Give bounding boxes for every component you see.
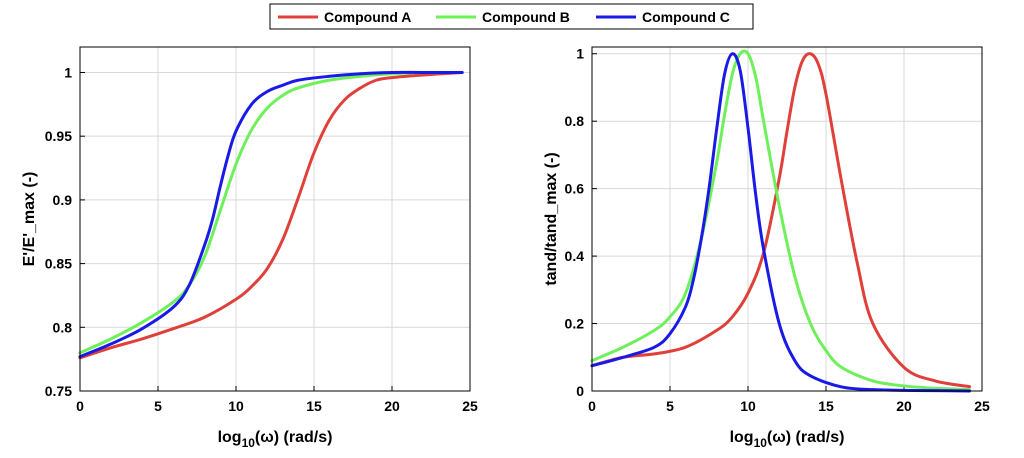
y-axis-label: tand/tand_max (-) (543, 152, 560, 285)
series-lines (78, 70, 464, 360)
x-tick-label: 5 (154, 398, 162, 414)
x-tick-label: 20 (896, 398, 912, 414)
legend-entry-a: Compound A (278, 9, 411, 25)
series-line-compound-b (78, 70, 464, 355)
legend-label-a: Compound A (324, 9, 411, 25)
y-tick-label: 0.8 (565, 113, 585, 129)
y-tick-label: 0.75 (45, 383, 72, 399)
x-tick-label: 20 (384, 398, 400, 414)
x-tick-label: 25 (462, 398, 478, 414)
series-lines (590, 49, 972, 393)
y-tick-label: 0 (576, 383, 584, 399)
y-tick-label: 0.2 (565, 316, 585, 332)
plot-loss-tangent: 0 5 10 15 20 25 0 0.2 0.4 0.6 0.8 1 log10(ω) (rad/… (543, 46, 990, 450)
legend: Compound A Compound B Compound C (269, 3, 754, 30)
y-tick-label: 0.95 (45, 128, 72, 144)
legend-entry-c: Compound C (596, 9, 730, 25)
y-tick-label: 0.4 (565, 248, 585, 264)
series-line-compound-a (78, 70, 464, 360)
legend-box (269, 3, 754, 30)
y-tick-label: 1 (64, 64, 72, 80)
y-tick-label: 0.8 (53, 319, 73, 335)
plot-storage-modulus: 0 5 10 15 20 25 0.75 0.8 0.85 0.9 0.95 1 log10(ω) … (21, 46, 478, 450)
y-tick-label: 0.6 (565, 181, 585, 197)
y-tick-label: 1 (576, 46, 584, 62)
x-tick-label: 0 (76, 398, 84, 414)
legend-label-b: Compound B (482, 9, 570, 25)
x-axis-label: log10(ω) (rad/s) (730, 429, 845, 450)
series-line-compound-b (590, 49, 972, 392)
y-tick-label: 0.85 (45, 256, 72, 272)
x-axis-label: log10(ω) (rad/s) (218, 429, 333, 450)
legend-label-c: Compound C (642, 9, 730, 25)
series-line-compound-a (590, 52, 972, 389)
x-tick-label: 10 (228, 398, 244, 414)
x-tick-label: 15 (818, 398, 834, 414)
x-tick-label: 5 (666, 398, 674, 414)
grid-lines (591, 47, 983, 392)
x-tick-labels: 0 5 10 15 20 25 (76, 398, 478, 414)
y-axis-label: E'/E'_max (-) (21, 172, 38, 267)
x-tick-label: 15 (306, 398, 322, 414)
y-tick-labels: 0 0.2 0.4 0.6 0.8 1 (565, 46, 585, 399)
series-line-compound-c (590, 52, 972, 393)
y-tick-label: 0.9 (53, 192, 73, 208)
x-tick-labels: 0 5 10 15 20 25 (588, 398, 990, 414)
plot-frame (591, 46, 983, 392)
x-tick-label: 10 (740, 398, 756, 414)
x-tick-label: 0 (588, 398, 596, 414)
y-tick-labels: 0.75 0.8 0.85 0.9 0.95 1 (45, 64, 72, 399)
series-line-compound-c (78, 70, 464, 359)
legend-entry-b: Compound B (436, 9, 570, 25)
plot-frame (79, 46, 471, 392)
x-tick-label: 25 (974, 398, 990, 414)
